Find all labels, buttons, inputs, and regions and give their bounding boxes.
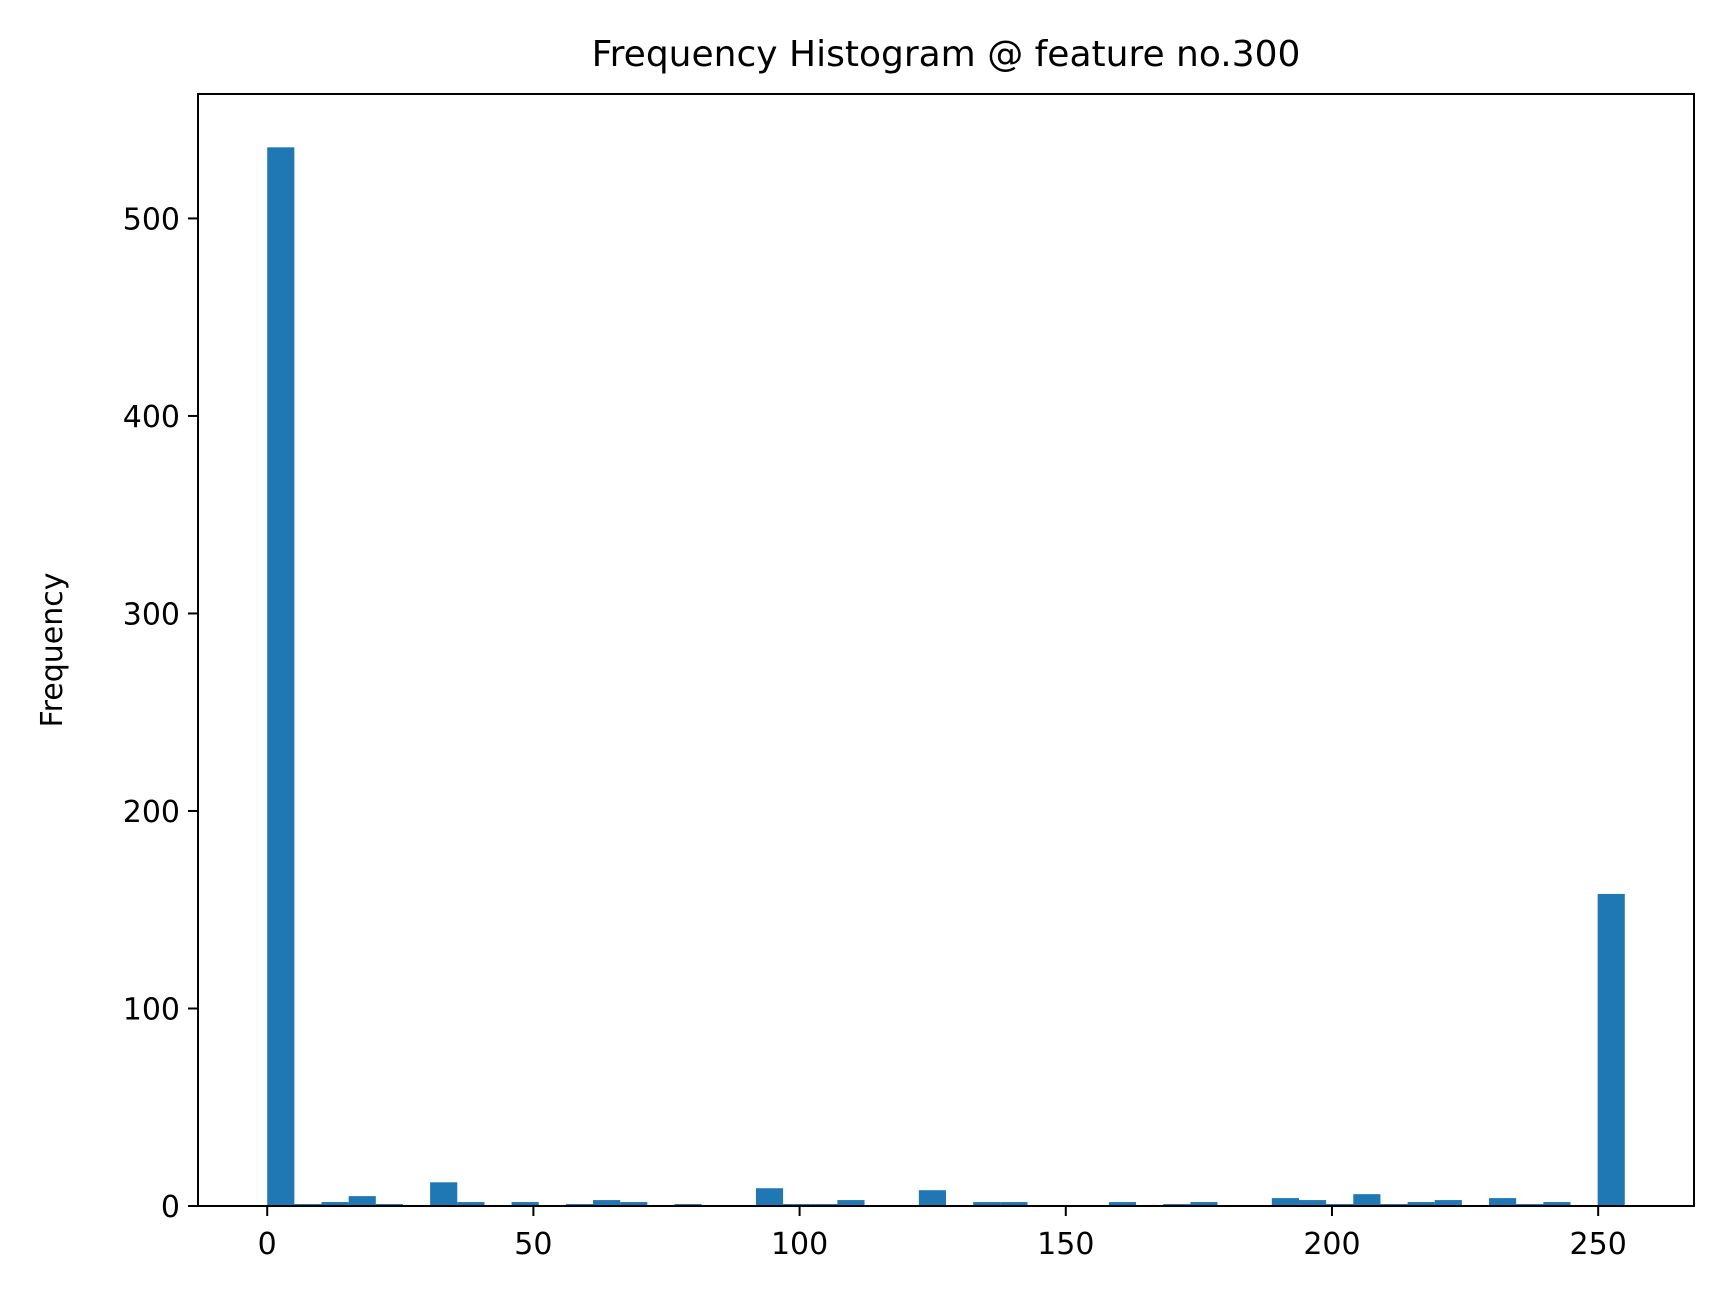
y-axis-label: Frequency: [35, 573, 70, 728]
histogram-bar: [1434, 1200, 1462, 1206]
y-axis: 0 100 200 300 400 500: [123, 202, 198, 1225]
bars-layer: [267, 147, 1625, 1206]
y-tick-label: 200: [123, 795, 180, 830]
histogram-bar: [457, 1202, 485, 1206]
histogram-bar: [1489, 1198, 1517, 1206]
y-tick-label: 100: [123, 992, 180, 1027]
histogram-bar: [973, 1202, 1001, 1206]
histogram-bar: [1543, 1202, 1571, 1206]
histogram-bar: [1597, 893, 1625, 1206]
histogram-bar: [430, 1182, 458, 1206]
histogram-bar: [511, 1202, 539, 1206]
histogram-bar: [837, 1200, 865, 1206]
x-axis: 0 50 100 150 200 250: [258, 1206, 1627, 1262]
x-tick-label: 250: [1570, 1227, 1627, 1262]
histogram-bar: [348, 1196, 376, 1206]
histogram-bar: [918, 1190, 946, 1206]
histogram-bar: [593, 1200, 621, 1206]
x-tick-label: 150: [1037, 1227, 1094, 1262]
histogram-bar: [1407, 1202, 1435, 1206]
x-tick-label: 100: [771, 1227, 828, 1262]
y-tick-label: 400: [123, 400, 180, 435]
y-tick-label: 300: [123, 597, 180, 632]
y-tick-label: 500: [123, 202, 180, 237]
histogram-bar: [620, 1202, 648, 1206]
histogram-bar: [1108, 1202, 1137, 1206]
chart-title: Frequency Histogram @ feature no.300: [592, 34, 1301, 75]
histogram-bar: [1190, 1202, 1218, 1206]
histogram-bar: [1353, 1194, 1381, 1206]
x-tick-label: 200: [1303, 1227, 1360, 1262]
histogram-bar: [755, 1188, 784, 1206]
y-tick-label: 0: [161, 1190, 180, 1225]
histogram-bar: [1271, 1198, 1299, 1206]
histogram-bar: [321, 1202, 349, 1206]
histogram-bar: [1298, 1200, 1327, 1206]
histogram-bar: [267, 147, 295, 1206]
x-tick-label: 50: [514, 1227, 552, 1262]
plot-frame: [197, 93, 1695, 1207]
x-tick-label: 0: [258, 1227, 277, 1262]
histogram-bar: [1000, 1202, 1028, 1206]
